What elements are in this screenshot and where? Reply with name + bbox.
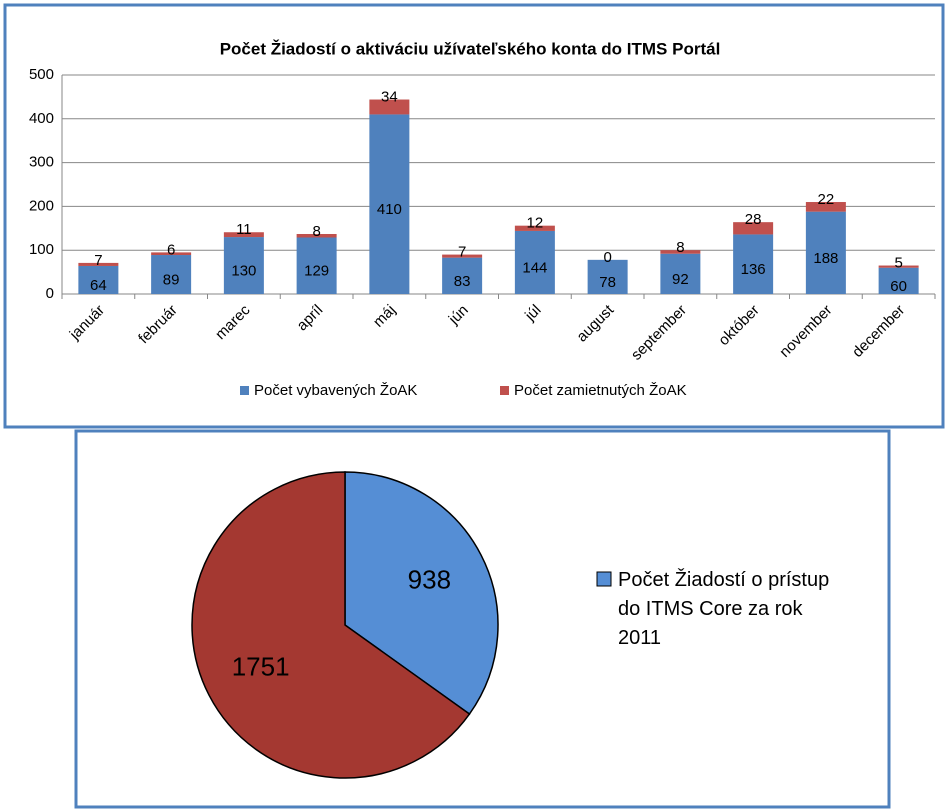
data-label: 188 xyxy=(813,250,838,267)
data-label: 5 xyxy=(894,254,902,271)
y-tick-label: 100 xyxy=(29,241,54,258)
bar-segment xyxy=(442,257,483,294)
legend-swatch xyxy=(240,386,249,395)
data-label: 12 xyxy=(527,215,544,232)
pie-slice xyxy=(191,471,471,779)
data-label: 64 xyxy=(90,277,107,294)
data-label: 34 xyxy=(381,88,398,105)
data-label: 6 xyxy=(167,241,175,258)
legend-swatch xyxy=(500,386,509,395)
bar-segment xyxy=(223,237,264,294)
data-label: 8 xyxy=(676,239,684,256)
bar-segment xyxy=(660,253,701,294)
bar-segment xyxy=(151,255,192,294)
data-label: 92 xyxy=(672,271,689,288)
bar-segment xyxy=(151,252,192,256)
bar-chart-frame xyxy=(3,3,945,429)
bar-segment xyxy=(805,202,846,212)
y-tick-label: 400 xyxy=(29,110,54,127)
data-label: 7 xyxy=(458,244,466,261)
data-label: 129 xyxy=(304,263,329,280)
bar-segment xyxy=(805,211,846,294)
bar-segment xyxy=(878,265,919,268)
data-label: 28 xyxy=(745,211,762,228)
data-label: 130 xyxy=(231,262,256,279)
bar-segment xyxy=(78,265,119,294)
data-label: 11 xyxy=(236,221,252,238)
data-label: 89 xyxy=(163,271,180,288)
data-label: 0 xyxy=(603,249,611,266)
y-tick-label: 500 xyxy=(29,66,54,83)
bar-segment xyxy=(442,254,483,258)
pie-slice xyxy=(344,471,499,716)
data-label: 83 xyxy=(454,273,471,290)
legend-swatch xyxy=(596,571,612,587)
pie-legend-label: Počet Žiadostí o prístup do ITMS Core za… xyxy=(618,569,830,649)
data-label: 78 xyxy=(599,274,616,291)
data-label: 144 xyxy=(522,259,547,276)
bar-segment xyxy=(223,232,264,238)
data-label: 8 xyxy=(312,223,320,240)
data-label: 136 xyxy=(741,261,766,278)
legend-label: Počet zamietnutých ŽoAK xyxy=(514,382,687,399)
bar-segment xyxy=(369,114,410,294)
data-label: 22 xyxy=(818,191,835,208)
bar-segment xyxy=(878,267,919,294)
y-tick-label: 200 xyxy=(29,197,54,214)
bar-segment xyxy=(369,99,410,115)
bar-segment xyxy=(733,222,774,235)
bar-segment xyxy=(78,262,119,266)
bar-segment xyxy=(296,237,337,294)
bar-segment xyxy=(587,259,628,294)
bar-segment xyxy=(733,234,774,294)
data-label: 410 xyxy=(377,201,402,218)
data-label: 60 xyxy=(890,278,907,295)
data-label: 1751 xyxy=(232,651,290,681)
chart-title: Počet Žiadostí o aktiváciu užívateľského… xyxy=(220,39,721,58)
data-label: 7 xyxy=(94,252,102,269)
bar-segment xyxy=(296,233,337,238)
data-label: 938 xyxy=(408,564,451,594)
legend-label: Počet vybavených ŽoAK xyxy=(254,382,417,399)
y-tick-label: 300 xyxy=(29,154,54,171)
y-tick-label: 0 xyxy=(46,285,54,302)
bar-segment xyxy=(514,230,555,294)
bar-segment xyxy=(514,225,555,231)
bar-segment xyxy=(660,250,701,254)
